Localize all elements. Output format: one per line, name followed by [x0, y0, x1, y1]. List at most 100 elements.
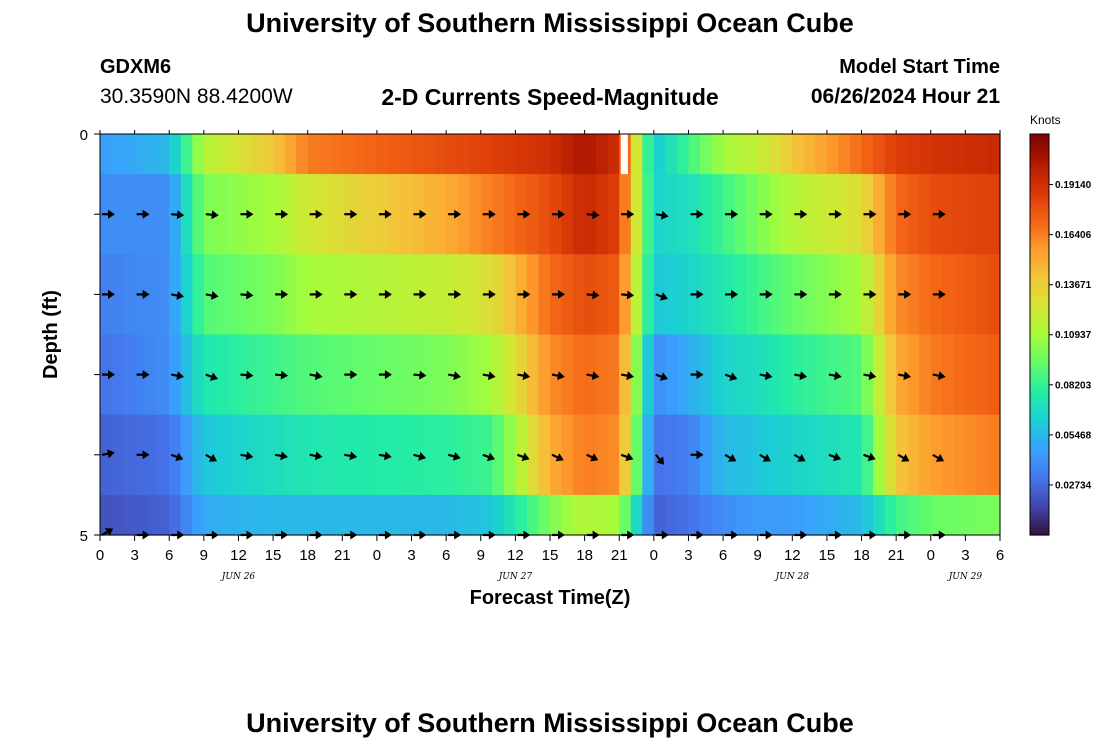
heatmap-cell [353, 254, 366, 336]
heatmap-cell [757, 494, 770, 536]
heatmap-cell [676, 134, 690, 175]
heatmap-cell [815, 134, 828, 175]
heatmap-cell [561, 254, 574, 336]
current-vector-arrow [898, 371, 912, 381]
colorbar-swatch [1030, 314, 1049, 320]
current-vector-arrow [586, 210, 600, 220]
current-vector-arrow [725, 289, 739, 299]
x-tick-label: 9 [477, 547, 485, 564]
current-vector-arrow [448, 289, 462, 299]
colorbar-tick-label: 0.16406 [1055, 230, 1092, 241]
colorbar-swatch [1030, 250, 1049, 255]
current-vector-arrow [586, 453, 599, 462]
heatmap-cell [630, 414, 643, 496]
heatmap-cell [907, 334, 920, 416]
heatmap-cell [238, 494, 251, 536]
current-vector-arrow [101, 528, 114, 536]
colorbar-swatch [1030, 350, 1049, 356]
heatmap-cell [296, 494, 309, 536]
heatmap-cell [919, 254, 932, 336]
current-vector-arrow [274, 451, 288, 461]
heatmap-cell [215, 414, 228, 496]
chart-title: University of Southern Mississippi Ocean… [246, 8, 854, 38]
heatmap-cell [503, 174, 516, 255]
colorbar-swatch [1030, 454, 1049, 460]
heatmap-cell [400, 174, 413, 255]
current-vector-arrow [413, 452, 427, 461]
heatmap-cell [861, 134, 874, 175]
heatmap-cell [965, 254, 978, 336]
heatmap-cell [296, 254, 309, 336]
x-tick-label: 0 [373, 547, 381, 564]
current-vector-arrow [275, 209, 289, 219]
heatmap-cell [734, 254, 747, 336]
heatmap-cell [896, 494, 909, 536]
colorbar-swatch [1030, 370, 1049, 376]
heatmap-cell [838, 494, 851, 536]
heatmap-cell [353, 414, 366, 496]
heatmap-cell [573, 254, 586, 336]
heatmap-cell [319, 254, 332, 336]
heatmap-cell [526, 334, 540, 416]
heatmap-cell [769, 254, 782, 336]
heatmap-cell [988, 414, 1001, 496]
heatmap-cell [296, 134, 309, 175]
current-vector-arrow [447, 452, 461, 461]
heatmap-cell [919, 494, 932, 536]
current-vector-arrow [102, 289, 115, 299]
heatmap-cell [284, 334, 297, 416]
heatmap-cell [838, 134, 851, 175]
heatmap-cell [423, 134, 436, 175]
heatmap-cell [215, 254, 228, 336]
heatmap-cell [307, 134, 320, 175]
heatmap-cell [526, 174, 540, 255]
heatmap-cell [838, 334, 851, 416]
heatmap-cell [884, 494, 897, 536]
heatmap-cell [146, 254, 159, 336]
heatmap-cell [180, 174, 193, 255]
current-vector-arrow [413, 289, 427, 299]
heatmap-cell [653, 494, 666, 536]
heatmap-cell [642, 494, 655, 536]
heatmap-cell [619, 494, 632, 536]
colorbar-unit-label: Knots [1030, 113, 1061, 127]
x-tick-label: 18 [576, 547, 593, 564]
heatmap-cell [100, 494, 113, 536]
heatmap-cell [976, 414, 990, 496]
current-vector-arrow [828, 452, 842, 462]
colorbar-swatch [1030, 334, 1049, 340]
current-vector-arrow [690, 289, 704, 299]
current-vector-arrow [759, 453, 771, 462]
heatmap-cell [123, 174, 136, 255]
heatmap-cell [700, 494, 713, 536]
colorbar-swatch [1030, 502, 1049, 508]
heatmap-cell [642, 414, 655, 496]
current-vector-arrow [205, 210, 219, 220]
current-vector-arrow [517, 289, 531, 299]
heatmap-cell [734, 174, 747, 255]
heatmap-cell [180, 494, 193, 536]
colorbar-swatch [1030, 438, 1049, 444]
current-vector-arrow [759, 209, 773, 219]
current-vector-arrow [932, 289, 946, 299]
heatmap-cell [907, 494, 920, 536]
heatmap-cell [296, 334, 309, 416]
heatmap-cell [330, 334, 343, 416]
x-tick-label: 12 [230, 547, 247, 564]
heatmap-cell [953, 414, 966, 496]
heatmap-cell [850, 174, 863, 255]
heatmap-cell [630, 254, 643, 336]
heatmap-cell [215, 134, 228, 175]
current-vector-arrow [724, 372, 738, 381]
heatmap-cell [296, 414, 309, 496]
colorbar-swatch [1030, 374, 1049, 380]
colorbar-swatch [1030, 426, 1049, 432]
heatmap-cell [803, 134, 816, 175]
heatmap-cell [850, 334, 863, 416]
heatmap-cell [653, 414, 666, 496]
colorbar-swatch [1030, 310, 1049, 316]
heatmap-cell [930, 494, 943, 536]
heatmap-cell [942, 134, 955, 175]
heatmap-cell [769, 174, 782, 255]
heatmap-cell [400, 414, 413, 496]
